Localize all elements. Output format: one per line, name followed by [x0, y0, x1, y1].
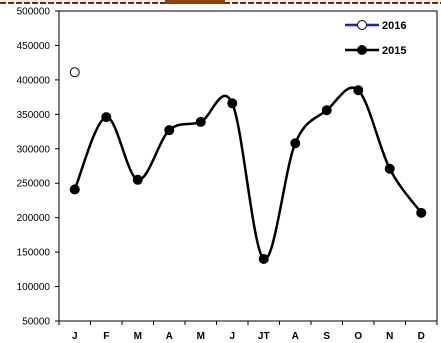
- top-border-accent: [165, 0, 225, 4]
- series-layer: [69, 67, 427, 264]
- series-2015-point: [384, 163, 395, 174]
- series-2015-line: [73, 86, 423, 261]
- x-tick-label: J: [229, 331, 235, 342]
- series-2015-point: [227, 98, 238, 109]
- y-tick-label: 300000: [17, 144, 51, 155]
- series-2015-point: [290, 138, 301, 149]
- x-tick-label: N: [386, 331, 393, 342]
- x-tick-label: F: [103, 331, 109, 342]
- series-2015-point: [69, 184, 80, 195]
- series-2015-point: [132, 174, 143, 185]
- y-tick-label: 450000: [17, 41, 51, 52]
- y-tick-label: 100000: [17, 282, 51, 293]
- series-2015-point: [164, 125, 175, 136]
- series-2015-point: [321, 105, 332, 116]
- y-axis: 50000 100000 150000 200000 250000 300000 35000…: [17, 7, 59, 328]
- legend-item-2015: 2015: [345, 45, 406, 57]
- legend-item-2016: 2016: [345, 20, 406, 32]
- x-tick-label: D: [418, 331, 425, 342]
- legend-label: 2015: [382, 45, 406, 57]
- legend-label: 2016: [382, 20, 406, 32]
- legend-swatch-marker: [357, 20, 367, 30]
- series-2015: [69, 85, 427, 264]
- series-2015-point: [101, 112, 112, 123]
- series-2016: [69, 67, 80, 78]
- y-tick-label: 250000: [17, 179, 51, 190]
- series-2015-point: [258, 254, 269, 264]
- legend: 2016 2015: [345, 20, 406, 57]
- series-2015-point: [416, 207, 427, 218]
- series-2016-point: [69, 67, 80, 78]
- top-border-decoration: [0, 0, 441, 4]
- y-tick-label: 350000: [17, 110, 51, 121]
- x-tick-label: A: [166, 331, 173, 342]
- y-tick-label: 200000: [17, 213, 51, 224]
- y-tick-label: 150000: [17, 248, 51, 259]
- x-tick-label: O: [354, 331, 362, 342]
- legend-swatch-marker: [357, 45, 367, 55]
- series-2015-point: [353, 85, 364, 96]
- series-2015-point: [195, 116, 206, 127]
- x-tick-label: A: [292, 331, 299, 342]
- y-tick-label: 400000: [17, 75, 51, 86]
- plot-frame: [58, 10, 438, 322]
- x-tick-label: JT: [258, 331, 270, 342]
- x-tick-label: M: [197, 331, 205, 342]
- x-tick-label: M: [134, 331, 142, 342]
- x-axis: J F M A M J JT A S O N D: [58, 321, 438, 342]
- x-tick-label: J: [72, 331, 78, 342]
- y-tick-label: 500000: [17, 7, 51, 18]
- y-tick-label: 50000: [22, 317, 50, 328]
- x-tick-label: S: [323, 331, 330, 342]
